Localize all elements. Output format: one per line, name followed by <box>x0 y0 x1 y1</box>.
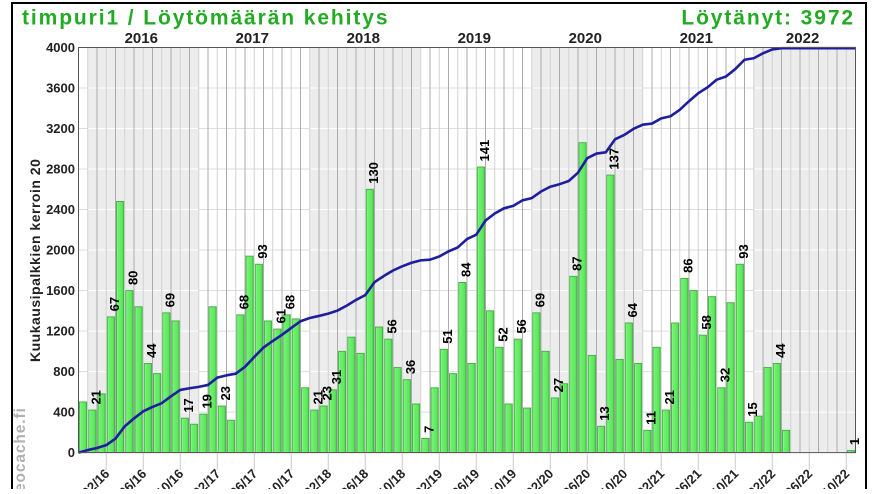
svg-text:36: 36 <box>403 360 418 374</box>
svg-text:11: 11 <box>643 411 658 425</box>
svg-text:timpuri1 / Löytömäärän kehitys: timpuri1 / Löytömäärän kehitys <box>22 7 389 30</box>
svg-text:130: 130 <box>366 162 381 184</box>
svg-text:2019: 2019 <box>458 30 491 47</box>
svg-text:87: 87 <box>569 256 584 270</box>
svg-text:69: 69 <box>532 293 547 307</box>
svg-text:93: 93 <box>255 244 270 258</box>
svg-text:31: 31 <box>329 370 344 384</box>
svg-text:2800: 2800 <box>46 162 75 177</box>
svg-text:0: 0 <box>68 445 75 460</box>
svg-text:141: 141 <box>477 140 492 162</box>
svg-text:2018: 2018 <box>347 30 380 47</box>
svg-text:3600: 3600 <box>46 81 75 96</box>
svg-text:27: 27 <box>551 378 566 392</box>
svg-text:7: 7 <box>421 426 436 433</box>
svg-text:800: 800 <box>53 364 75 379</box>
svg-text:23: 23 <box>320 386 335 400</box>
svg-text:Löytänyt: 3972: Löytänyt: 3972 <box>681 7 855 30</box>
svg-text:86: 86 <box>680 258 695 272</box>
svg-text:13: 13 <box>597 406 612 420</box>
svg-text:21: 21 <box>310 390 325 404</box>
svg-text:56: 56 <box>514 319 529 333</box>
svg-text:23: 23 <box>218 386 233 400</box>
svg-text:32: 32 <box>717 368 732 382</box>
svg-text:2021: 2021 <box>680 30 713 47</box>
svg-text:1: 1 <box>847 438 862 445</box>
svg-text:56: 56 <box>384 319 399 333</box>
svg-text:51: 51 <box>440 329 455 343</box>
svg-text:17: 17 <box>181 398 196 412</box>
svg-text:19: 19 <box>199 394 214 408</box>
svg-text:2017: 2017 <box>236 30 269 47</box>
svg-text:84: 84 <box>458 262 473 277</box>
svg-text:1200: 1200 <box>46 324 75 339</box>
svg-text:67: 67 <box>107 297 122 311</box>
svg-text:4000: 4000 <box>46 40 75 55</box>
svg-text:137: 137 <box>606 148 621 170</box>
svg-text:69: 69 <box>162 293 177 307</box>
svg-text:21: 21 <box>88 390 103 404</box>
svg-text:Geocache.fi: Geocache.fi <box>12 407 29 489</box>
svg-text:3200: 3200 <box>46 121 75 136</box>
svg-text:80: 80 <box>125 271 140 285</box>
svg-text:21: 21 <box>662 390 677 404</box>
svg-text:52: 52 <box>495 327 510 341</box>
svg-text:2400: 2400 <box>46 202 75 217</box>
svg-text:93: 93 <box>736 244 751 258</box>
svg-text:2016: 2016 <box>125 30 158 47</box>
svg-text:400: 400 <box>53 405 75 420</box>
svg-text:1600: 1600 <box>46 283 75 298</box>
svg-text:15: 15 <box>745 402 760 416</box>
svg-text:Kuukausipalkkien kerroin 20: Kuukausipalkkien kerroin 20 <box>27 159 43 362</box>
svg-text:44: 44 <box>144 343 159 358</box>
svg-text:68: 68 <box>236 295 251 309</box>
svg-text:64: 64 <box>625 302 640 317</box>
svg-text:44: 44 <box>773 343 788 358</box>
svg-text:2020: 2020 <box>569 30 602 47</box>
svg-text:2000: 2000 <box>46 243 75 258</box>
svg-text:61: 61 <box>273 309 288 323</box>
svg-text:2022: 2022 <box>786 30 819 47</box>
svg-text:58: 58 <box>699 315 714 329</box>
svg-text:68: 68 <box>283 295 298 309</box>
